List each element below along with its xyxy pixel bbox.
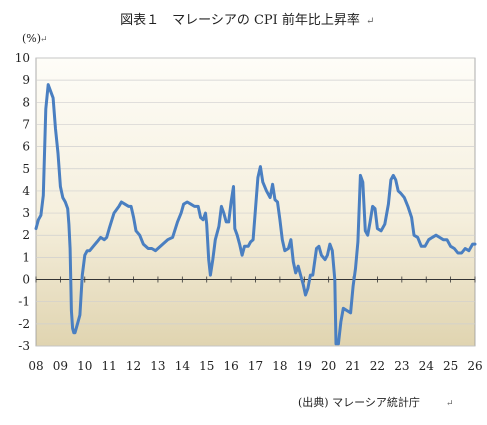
x-tick-label: 21	[345, 359, 360, 373]
x-tick-labels: 08 09 10 11 12 13 14 15 16 17 18 19 20 21 22 23 24 25 26	[28, 276, 483, 373]
chart-title: 図表１ マレーシアの CPI 前年比上昇率	[120, 12, 360, 28]
y-tick-label: -2	[18, 317, 30, 331]
y-tick-label: 2	[22, 228, 30, 242]
x-tick-label: 20	[321, 359, 336, 373]
x-tick-label: 13	[150, 359, 165, 373]
source-note: (出典) マレーシア統計庁	[298, 395, 420, 409]
source-edit-mark: ↵	[446, 399, 454, 409]
title-edit-mark: ↵	[366, 16, 374, 27]
y-tick-label: 7	[22, 117, 30, 131]
y-tick-label: 3	[22, 206, 30, 220]
y-tick-label: 4	[22, 184, 30, 198]
x-tick-label: 10	[77, 359, 92, 373]
y-tick-label: 9	[22, 73, 30, 87]
x-tick-label: 08	[28, 359, 43, 373]
y-tick-label: 10	[15, 51, 30, 65]
x-tick-label: 17	[248, 359, 263, 373]
y-unit-label: (%)	[22, 32, 41, 45]
cpi-series-line	[34, 83, 477, 346]
x-tick-label: 24	[419, 359, 435, 373]
x-tick-label: 18	[272, 359, 287, 373]
gridlines	[36, 57, 475, 347]
unit-edit-mark: ↵	[40, 35, 48, 45]
x-tick-label: 09	[53, 359, 68, 373]
x-tick-label: 26	[467, 359, 482, 373]
y-tick-label: -3	[18, 339, 30, 353]
x-tick-label: 12	[126, 359, 141, 373]
x-tick-label: 25	[443, 359, 458, 373]
x-tick-label: 22	[370, 359, 385, 373]
x-tick-label: 11	[102, 359, 117, 373]
y-tick-label: 5	[22, 162, 30, 176]
x-tick-label: 14	[175, 359, 191, 373]
x-tick-label: 16	[223, 359, 238, 373]
y-tick-label: 1	[22, 250, 30, 264]
y-tick-label: 8	[22, 95, 30, 109]
x-tick-label: 15	[199, 359, 214, 373]
y-tick-label: -1	[18, 295, 30, 309]
x-tick-label: 23	[394, 359, 409, 373]
y-tick-label: 0	[22, 273, 30, 287]
y-tick-label: 6	[22, 140, 30, 154]
x-tick-label: 19	[297, 359, 312, 373]
